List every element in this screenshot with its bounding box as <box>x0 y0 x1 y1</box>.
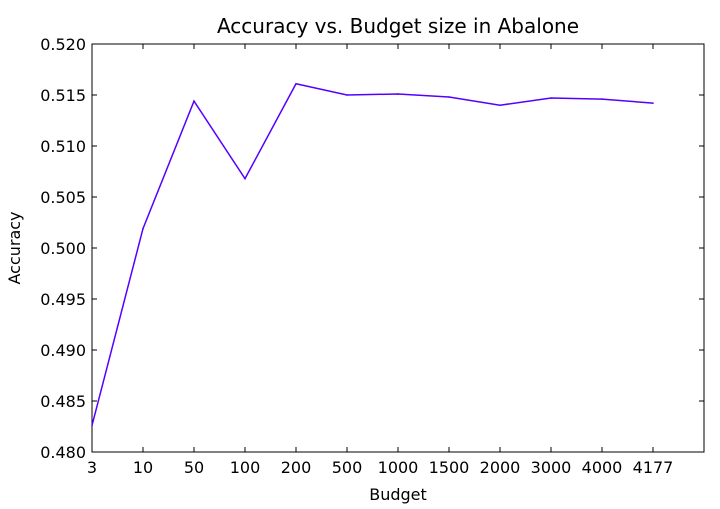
data-point <box>295 82 297 85</box>
data-point <box>499 104 501 106</box>
x-tick-label: 4177 <box>633 458 674 477</box>
data-point <box>397 93 399 95</box>
data-point <box>550 97 552 99</box>
x-tick-label: 1000 <box>378 458 419 477</box>
series-line-0 <box>91 82 654 426</box>
y-tick-label: 0.510 <box>40 137 86 156</box>
x-axis: 3 10 50 100 200 500 1000 1500 2000 3000 4000 4177 <box>87 44 673 477</box>
data-point <box>601 98 603 100</box>
y-tick-label: 0.515 <box>40 86 86 105</box>
y-tick-label: 0.500 <box>40 239 86 258</box>
x-tick-label: 10 <box>133 458 153 477</box>
data-point <box>193 100 195 102</box>
y-tick-label: 0.485 <box>40 392 86 411</box>
y-axis: 0.480 0.485 0.490 0.495 0.500 0.505 0.510 0.515… <box>40 35 704 462</box>
x-tick-label: 500 <box>332 458 363 477</box>
data-point <box>244 177 246 180</box>
x-tick-label: 1500 <box>429 458 470 477</box>
plot-frame <box>91 43 705 453</box>
data-point <box>91 424 93 427</box>
data-point <box>652 102 654 104</box>
y-tick-label: 0.495 <box>40 290 86 309</box>
x-tick-label: 2000 <box>480 458 521 477</box>
x-tick-label: 100 <box>230 458 261 477</box>
chart-title: Accuracy vs. Budget size in Abalone <box>217 14 579 38</box>
x-tick-label: 3000 <box>531 458 572 477</box>
y-tick-label: 0.490 <box>40 341 86 360</box>
x-tick-label: 200 <box>281 458 312 477</box>
x-tick-label: 4000 <box>582 458 623 477</box>
data-point <box>142 227 144 230</box>
x-axis-label: Budget <box>369 485 427 504</box>
y-tick-label: 0.505 <box>40 188 86 207</box>
data-point <box>346 94 348 96</box>
y-tick-label: 0.480 <box>40 443 86 462</box>
y-axis-label: Accuracy <box>5 211 24 284</box>
x-tick-label: 50 <box>184 458 204 477</box>
series-layer <box>91 82 654 427</box>
x-tick-label: 3 <box>87 458 97 477</box>
data-point <box>448 96 450 98</box>
y-tick-label: 0.520 <box>40 35 86 54</box>
